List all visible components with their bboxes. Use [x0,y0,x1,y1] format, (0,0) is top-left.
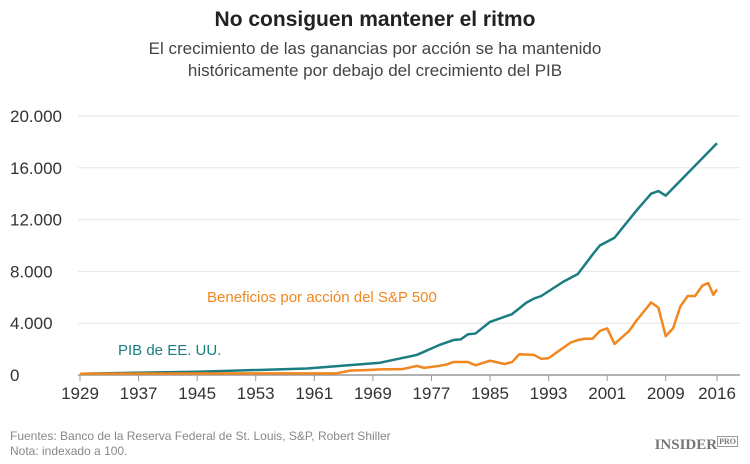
y-tick-label: 16.000 [10,159,62,178]
subtitle-text: El crecimiento de las ganancias por acci… [148,39,602,80]
logo-sub: PRO [717,436,738,447]
x-tick-label: 2001 [588,384,626,403]
y-tick-label: 4.000 [10,314,53,333]
chart-title: No consiguen mantener el ritmo [214,8,536,31]
footer-notes: Fuentes: Banco de la Reserva Federal de … [10,429,391,459]
x-tick-label: 1961 [295,384,333,403]
x-tick-label: 1929 [61,384,99,403]
x-tick-label: 1969 [354,384,392,403]
series-label-eps: Beneficios por acción del S&P 500 [207,289,437,306]
logo-text: INSIDER [654,437,718,453]
chart-subtitle: El crecimiento de las ganancias por acci… [0,38,750,82]
series-label-gdp: PIB de EE. UU. [118,342,221,359]
x-tick-label: 1985 [471,384,509,403]
insider-pro-logo: INSIDER PRO [654,436,738,454]
y-tick-label: 8.000 [10,262,53,281]
y-tick-label: 12.000 [10,211,62,230]
x-tick-label: 1977 [413,384,451,403]
x-tick-label: 2016 [698,384,736,403]
x-tick-label: 1993 [530,384,568,403]
series-line-1 [79,281,719,375]
x-tick-label: 1937 [120,384,158,403]
x-tick-label: 2009 [647,384,685,403]
series-line-0 [79,142,718,375]
y-tick-label: 0 [10,366,19,385]
sources-text: Fuentes: Banco de la Reserva Federal de … [10,429,391,443]
x-tick-label: 1953 [237,384,275,403]
y-tick-label: 20.000 [10,107,62,126]
note-text: Nota: indexado a 100. [10,444,128,458]
x-tick-label: 1945 [178,384,216,403]
